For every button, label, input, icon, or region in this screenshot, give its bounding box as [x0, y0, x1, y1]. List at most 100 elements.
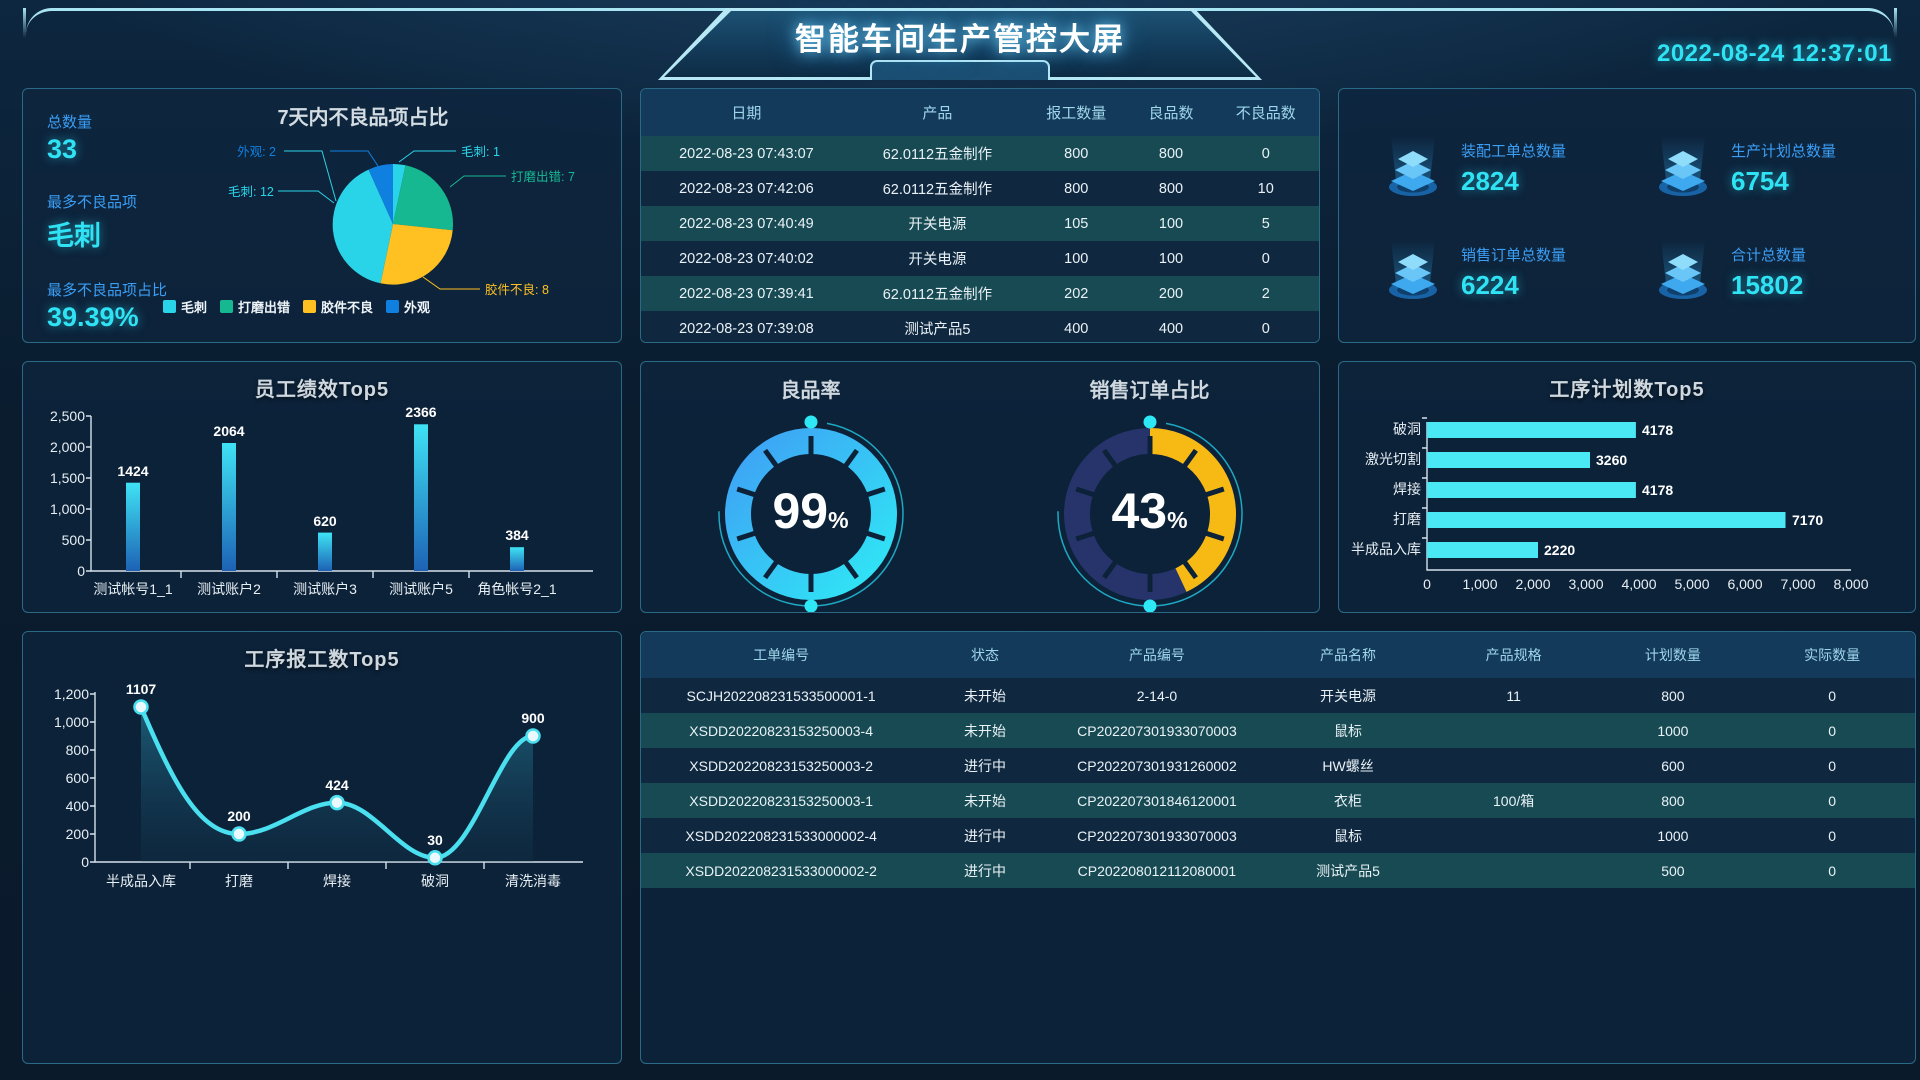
dashboard-header: 智能车间生产管控大屏 2022-08-24 12:37:01	[0, 0, 1920, 80]
svg-text:2,000: 2,000	[1515, 576, 1550, 592]
cell-date: 2022-08-23 07:42:06	[679, 180, 814, 197]
svg-text:1,500: 1,500	[50, 470, 85, 486]
legend-swatch-icon	[163, 300, 176, 313]
cell-product-spec	[1431, 818, 1597, 853]
svg-text:620: 620	[313, 513, 337, 529]
svg-text:2064: 2064	[213, 423, 244, 439]
cell-product: 开关电源	[908, 252, 967, 268]
col-defect-qty[interactable]: 不良品数	[1212, 89, 1319, 136]
col-product-code[interactable]: 产品编号	[1048, 632, 1266, 678]
cell-good-qty: 800	[1158, 180, 1184, 197]
col-report-qty[interactable]: 报工数量	[1023, 89, 1130, 136]
cell-order-no: XSDD20220823153250003-1	[689, 792, 873, 809]
col-order-no[interactable]: 工单编号	[641, 632, 922, 678]
svg-text:2,000: 2,000	[50, 439, 85, 455]
svg-text:7170: 7170	[1792, 512, 1823, 528]
table-row[interactable]: 2022-08-23 07:43:07 62.0112五金制作 800 800 …	[641, 136, 1319, 171]
legend-item-jiaojianbuliang[interactable]: 胶件不良	[303, 297, 373, 316]
col-date[interactable]: 日期	[641, 89, 852, 136]
stat-text: 生产计划总数量 6754	[1731, 140, 1836, 197]
svg-text:7,000: 7,000	[1780, 576, 1815, 592]
stat-value: 6224	[1461, 269, 1519, 300]
process-report-panel: 工序报工数Top5 0 200 400 600 800 1,000 1,200	[22, 631, 622, 1064]
table-row[interactable]: 2022-08-23 07:40:02 开关电源 100 100 0	[641, 241, 1319, 276]
cell-status: 进行中	[963, 827, 1006, 844]
stat-label: 销售订单总数量	[1461, 246, 1567, 264]
table-row[interactable]: XSDD20220823153250003-4 未开始 CP2022073019…	[641, 713, 1915, 748]
gauge-value-unit: %	[1167, 507, 1188, 533]
header-center-tab	[870, 60, 1050, 80]
gauges-container: 良品率	[641, 362, 1319, 612]
legend-item-maoci[interactable]: 毛刺	[163, 297, 207, 316]
col-product-spec[interactable]: 产品规格	[1430, 632, 1597, 678]
table-row[interactable]: 2022-08-23 07:42:06 62.0112五金制作 800 800 …	[641, 171, 1319, 206]
svg-text:破洞: 破洞	[1393, 421, 1421, 437]
svg-text:半成品入库: 半成品入库	[106, 873, 176, 889]
layers-icon	[1375, 131, 1451, 207]
table-row[interactable]: XSDD202208231533000002-4 进行中 CP202207301…	[641, 818, 1915, 853]
col-status[interactable]: 状态	[921, 632, 1049, 678]
cell-order-no: XSDD202208231533000002-2	[685, 862, 877, 879]
totals-grid: 装配工单总数量 2824 生产计划总数量	[1339, 89, 1915, 342]
cell-status: 未开始	[963, 722, 1006, 739]
pie-label-maoci-1: 毛刺: 1	[461, 145, 500, 159]
svg-text:4178: 4178	[1642, 482, 1673, 498]
svg-text:30: 30	[427, 832, 443, 848]
pie-slices	[332, 163, 454, 285]
table-row[interactable]: 2022-08-23 07:40:49 开关电源 105 100 5	[641, 206, 1319, 241]
datetime-display: 2022-08-24 12:37:01	[1656, 40, 1892, 67]
layers-icon	[1645, 234, 1721, 310]
cell-report-qty: 105	[1064, 215, 1089, 232]
stat-card-assembly-orders[interactable]: 装配工单总数量 2824	[1357, 117, 1627, 221]
cell-product-spec: 11	[1506, 687, 1521, 704]
legend-swatch-icon	[220, 300, 234, 313]
cell-order-no: XSDD20220823153250003-4	[689, 722, 873, 739]
pie-label-maoci-12: 毛刺: 12	[228, 185, 274, 199]
col-product[interactable]: 产品	[851, 89, 1023, 136]
stat-card-production-plan[interactable]: 生产计划总数量 6754	[1627, 117, 1897, 221]
svg-text:5,000: 5,000	[1674, 576, 1709, 592]
legend-item-damochucuo[interactable]: 打磨出错	[220, 297, 290, 316]
svg-text:200: 200	[66, 826, 90, 842]
dashboard-grid: 7天内不良品项占比 总数量 33 最多不良品项 毛刺 最多不良品项占比 39.3…	[22, 88, 1916, 1064]
kpi-total: 总数量 33	[47, 114, 93, 164]
stat-value: 2824	[1461, 166, 1519, 197]
col-actual-qty[interactable]: 实际数量	[1749, 632, 1915, 678]
cell-report-qty: 800	[1064, 180, 1089, 197]
production-report-panel: 日期 产品 报工数量 良品数 不良品数 2022-08-23 07:43:07 …	[640, 88, 1320, 343]
cell-plan-qty: 1000	[1657, 722, 1689, 739]
stat-label: 生产计划总数量	[1731, 143, 1837, 161]
employee-performance-chart: 0 500 1,000 1,500 2,000 2,500 1424 2064 …	[50, 404, 593, 597]
col-product-name[interactable]: 产品名称	[1265, 632, 1431, 678]
stat-card-sales-orders[interactable]: 销售订单总数量 6224	[1357, 221, 1627, 325]
cell-report-qty: 202	[1064, 285, 1089, 302]
svg-text:半成品入库: 半成品入库	[1351, 541, 1421, 557]
table-row[interactable]: XSDD202208231533000002-2 进行中 CP202208012…	[641, 853, 1915, 888]
svg-text:1,000: 1,000	[54, 714, 89, 730]
cell-plan-qty: 800	[1661, 687, 1685, 704]
svg-text:清洗消毒: 清洗消毒	[505, 873, 561, 889]
stat-label: 装配工单总数量	[1461, 143, 1567, 161]
stat-card-grand-total[interactable]: 合计总数量 15802	[1627, 221, 1897, 325]
gauge-good-rate: 良品率	[641, 362, 980, 612]
legend-item-waiguan[interactable]: 外观	[386, 297, 430, 316]
cell-defect-qty: 2	[1261, 285, 1270, 302]
table-row[interactable]: XSDD20220823153250003-2 进行中 CP2022073019…	[641, 748, 1915, 783]
svg-text:1,200: 1,200	[54, 686, 89, 702]
table-row[interactable]: SCJH202208231533500001-1 未开始 2-14-0 开关电源…	[641, 678, 1915, 713]
cell-defect-qty: 5	[1261, 215, 1270, 232]
table-row[interactable]: XSDD20220823153250003-1 未开始 CP2022073018…	[641, 783, 1915, 818]
cell-product-name: 开关电源	[1320, 687, 1377, 704]
table-row[interactable]: 2022-08-23 07:39:41 62.0112五金制作 202 200 …	[641, 276, 1319, 311]
col-good-qty[interactable]: 良品数	[1129, 89, 1213, 136]
svg-text:打磨: 打磨	[1393, 511, 1421, 527]
cell-actual-qty: 0	[1828, 862, 1837, 879]
svg-text:500: 500	[62, 532, 86, 548]
cell-product: 开关电源	[908, 217, 967, 233]
cell-good-qty: 100	[1158, 215, 1184, 232]
gauge-value: 99%	[711, 486, 911, 536]
table-row[interactable]: 2022-08-23 07:39:08 测试产品5 400 400 0	[641, 311, 1319, 342]
col-plan-qty[interactable]: 计划数量	[1596, 632, 1750, 678]
bar-value-labels: 4178 3260 4178 7170 2220	[1544, 422, 1823, 558]
bar-value-labels: 1424 2064 620 2366 384	[117, 404, 528, 543]
